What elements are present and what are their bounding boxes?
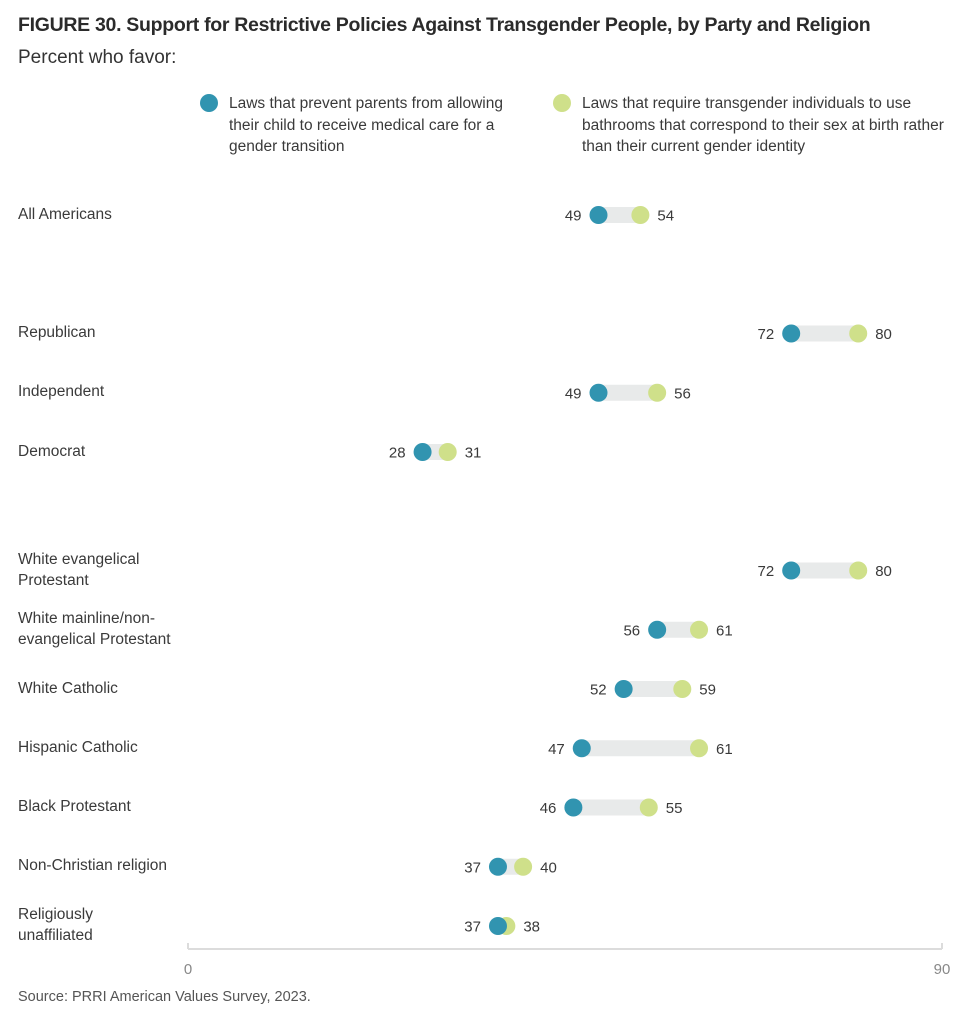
dot-bathroom-laws bbox=[690, 620, 709, 639]
category-label: White Catholic bbox=[18, 678, 218, 699]
dot-bathroom-laws bbox=[849, 324, 868, 343]
dot-bathroom-laws bbox=[438, 443, 457, 461]
dot-medical-care-laws bbox=[648, 620, 667, 639]
category-label: Democrat bbox=[18, 441, 218, 462]
category-label-line: Democrat bbox=[18, 442, 86, 460]
legend-item-medical-care: Laws that prevent parents from allowing … bbox=[200, 93, 530, 158]
value-label-right: 61 bbox=[716, 741, 733, 758]
value-label-right: 40 bbox=[540, 859, 557, 876]
legend-label: Laws that require transgender individual… bbox=[582, 95, 944, 155]
legend-swatch-teal bbox=[200, 94, 218, 112]
value-label-right: 38 bbox=[523, 919, 540, 936]
dot-medical-care-laws bbox=[413, 443, 432, 461]
value-label-right: 59 bbox=[699, 682, 716, 699]
dot-bathroom-laws bbox=[514, 857, 533, 876]
range-bar bbox=[598, 384, 658, 401]
dot-medical-care-laws bbox=[564, 798, 583, 817]
value-label-right: 56 bbox=[674, 385, 691, 402]
legend-label: Laws that prevent parents from allowing … bbox=[229, 95, 503, 155]
dot-bathroom-laws bbox=[690, 739, 709, 758]
dot-bathroom-laws bbox=[648, 383, 667, 402]
x-tick-label: 90 bbox=[934, 961, 951, 978]
value-label-left: 72 bbox=[758, 326, 775, 343]
range-bar bbox=[791, 562, 859, 579]
chart-title: FIGURE 30. Support for Restrictive Polic… bbox=[18, 14, 871, 36]
category-label: Hispanic Catholic bbox=[18, 737, 218, 758]
category-label: Independent bbox=[18, 381, 218, 402]
category-label-line: Independent bbox=[18, 383, 105, 401]
value-label-left: 47 bbox=[548, 741, 565, 758]
value-label-left: 28 bbox=[389, 445, 406, 462]
value-label-left: 37 bbox=[464, 859, 481, 876]
value-label-left: 56 bbox=[623, 622, 640, 639]
value-label-left: 49 bbox=[565, 385, 582, 402]
value-label-right: 61 bbox=[716, 622, 733, 639]
dot-medical-care-laws bbox=[488, 917, 507, 935]
category-label: Religiously unaffiliated bbox=[18, 904, 218, 946]
category-label: White evangelical Protestant bbox=[18, 549, 218, 591]
range-bar bbox=[573, 799, 649, 816]
range-bar bbox=[791, 325, 859, 342]
dot-bathroom-laws bbox=[631, 206, 650, 224]
category-label-line: Hispanic Catholic bbox=[18, 738, 138, 756]
category-label-line: White Catholic bbox=[18, 679, 118, 697]
dot-medical-care-laws bbox=[572, 739, 591, 758]
chart-subtitle: Percent who favor: bbox=[18, 47, 177, 68]
category-label: All Americans bbox=[18, 204, 218, 225]
legend-item-bathrooms: Laws that require transgender individual… bbox=[553, 93, 953, 158]
range-bar bbox=[598, 207, 641, 223]
category-label: Republican bbox=[18, 322, 218, 343]
range-bar bbox=[657, 621, 700, 638]
value-label-left: 46 bbox=[540, 800, 557, 817]
category-label-line: Non-Christian religion bbox=[18, 857, 168, 875]
category-label-line: Religiously bbox=[18, 906, 93, 923]
value-label-left: 37 bbox=[464, 919, 481, 936]
category-label-line: Black Protestant bbox=[18, 798, 131, 815]
dot-medical-care-laws bbox=[614, 680, 633, 698]
category-label-line: All Americans bbox=[18, 205, 112, 223]
value-label-right: 31 bbox=[465, 445, 482, 462]
range-bar bbox=[623, 681, 683, 697]
value-label-left: 72 bbox=[758, 563, 775, 580]
category-label-line: unaffiliated bbox=[18, 927, 93, 944]
category-label-line: evangelical Protestant bbox=[18, 630, 171, 648]
value-label-right: 54 bbox=[657, 208, 674, 225]
dot-medical-care-laws bbox=[488, 857, 507, 876]
category-label-line: White mainline/non- bbox=[18, 609, 155, 627]
category-label-line: Republican bbox=[18, 324, 96, 341]
value-label-right: 80 bbox=[875, 563, 892, 580]
value-label-right: 55 bbox=[666, 800, 683, 817]
dot-medical-care-laws bbox=[589, 383, 608, 402]
dot-bathroom-laws bbox=[673, 680, 692, 698]
x-tick-label: 0 bbox=[184, 961, 192, 978]
category-label: White mainline/non-evangelical Protestan… bbox=[18, 608, 218, 650]
value-label-left: 49 bbox=[565, 208, 582, 225]
value-label-left: 52 bbox=[590, 682, 607, 699]
category-label-line: Protestant bbox=[18, 571, 89, 589]
dot-medical-care-laws bbox=[589, 206, 608, 224]
dot-medical-care-laws bbox=[782, 324, 801, 343]
category-label-line: White evangelical bbox=[18, 550, 140, 568]
dot-bathroom-laws bbox=[639, 798, 658, 817]
dot-medical-care-laws bbox=[782, 561, 801, 580]
dot-bathroom-laws bbox=[849, 561, 868, 580]
source-note: Source: PRRI American Values Survey, 202… bbox=[18, 989, 311, 1005]
category-label: Non-Christian religion bbox=[18, 855, 218, 876]
range-bar bbox=[581, 740, 700, 757]
legend-swatch-green bbox=[553, 94, 571, 112]
category-label: Black Protestant bbox=[18, 796, 218, 817]
value-label-right: 80 bbox=[875, 326, 892, 343]
